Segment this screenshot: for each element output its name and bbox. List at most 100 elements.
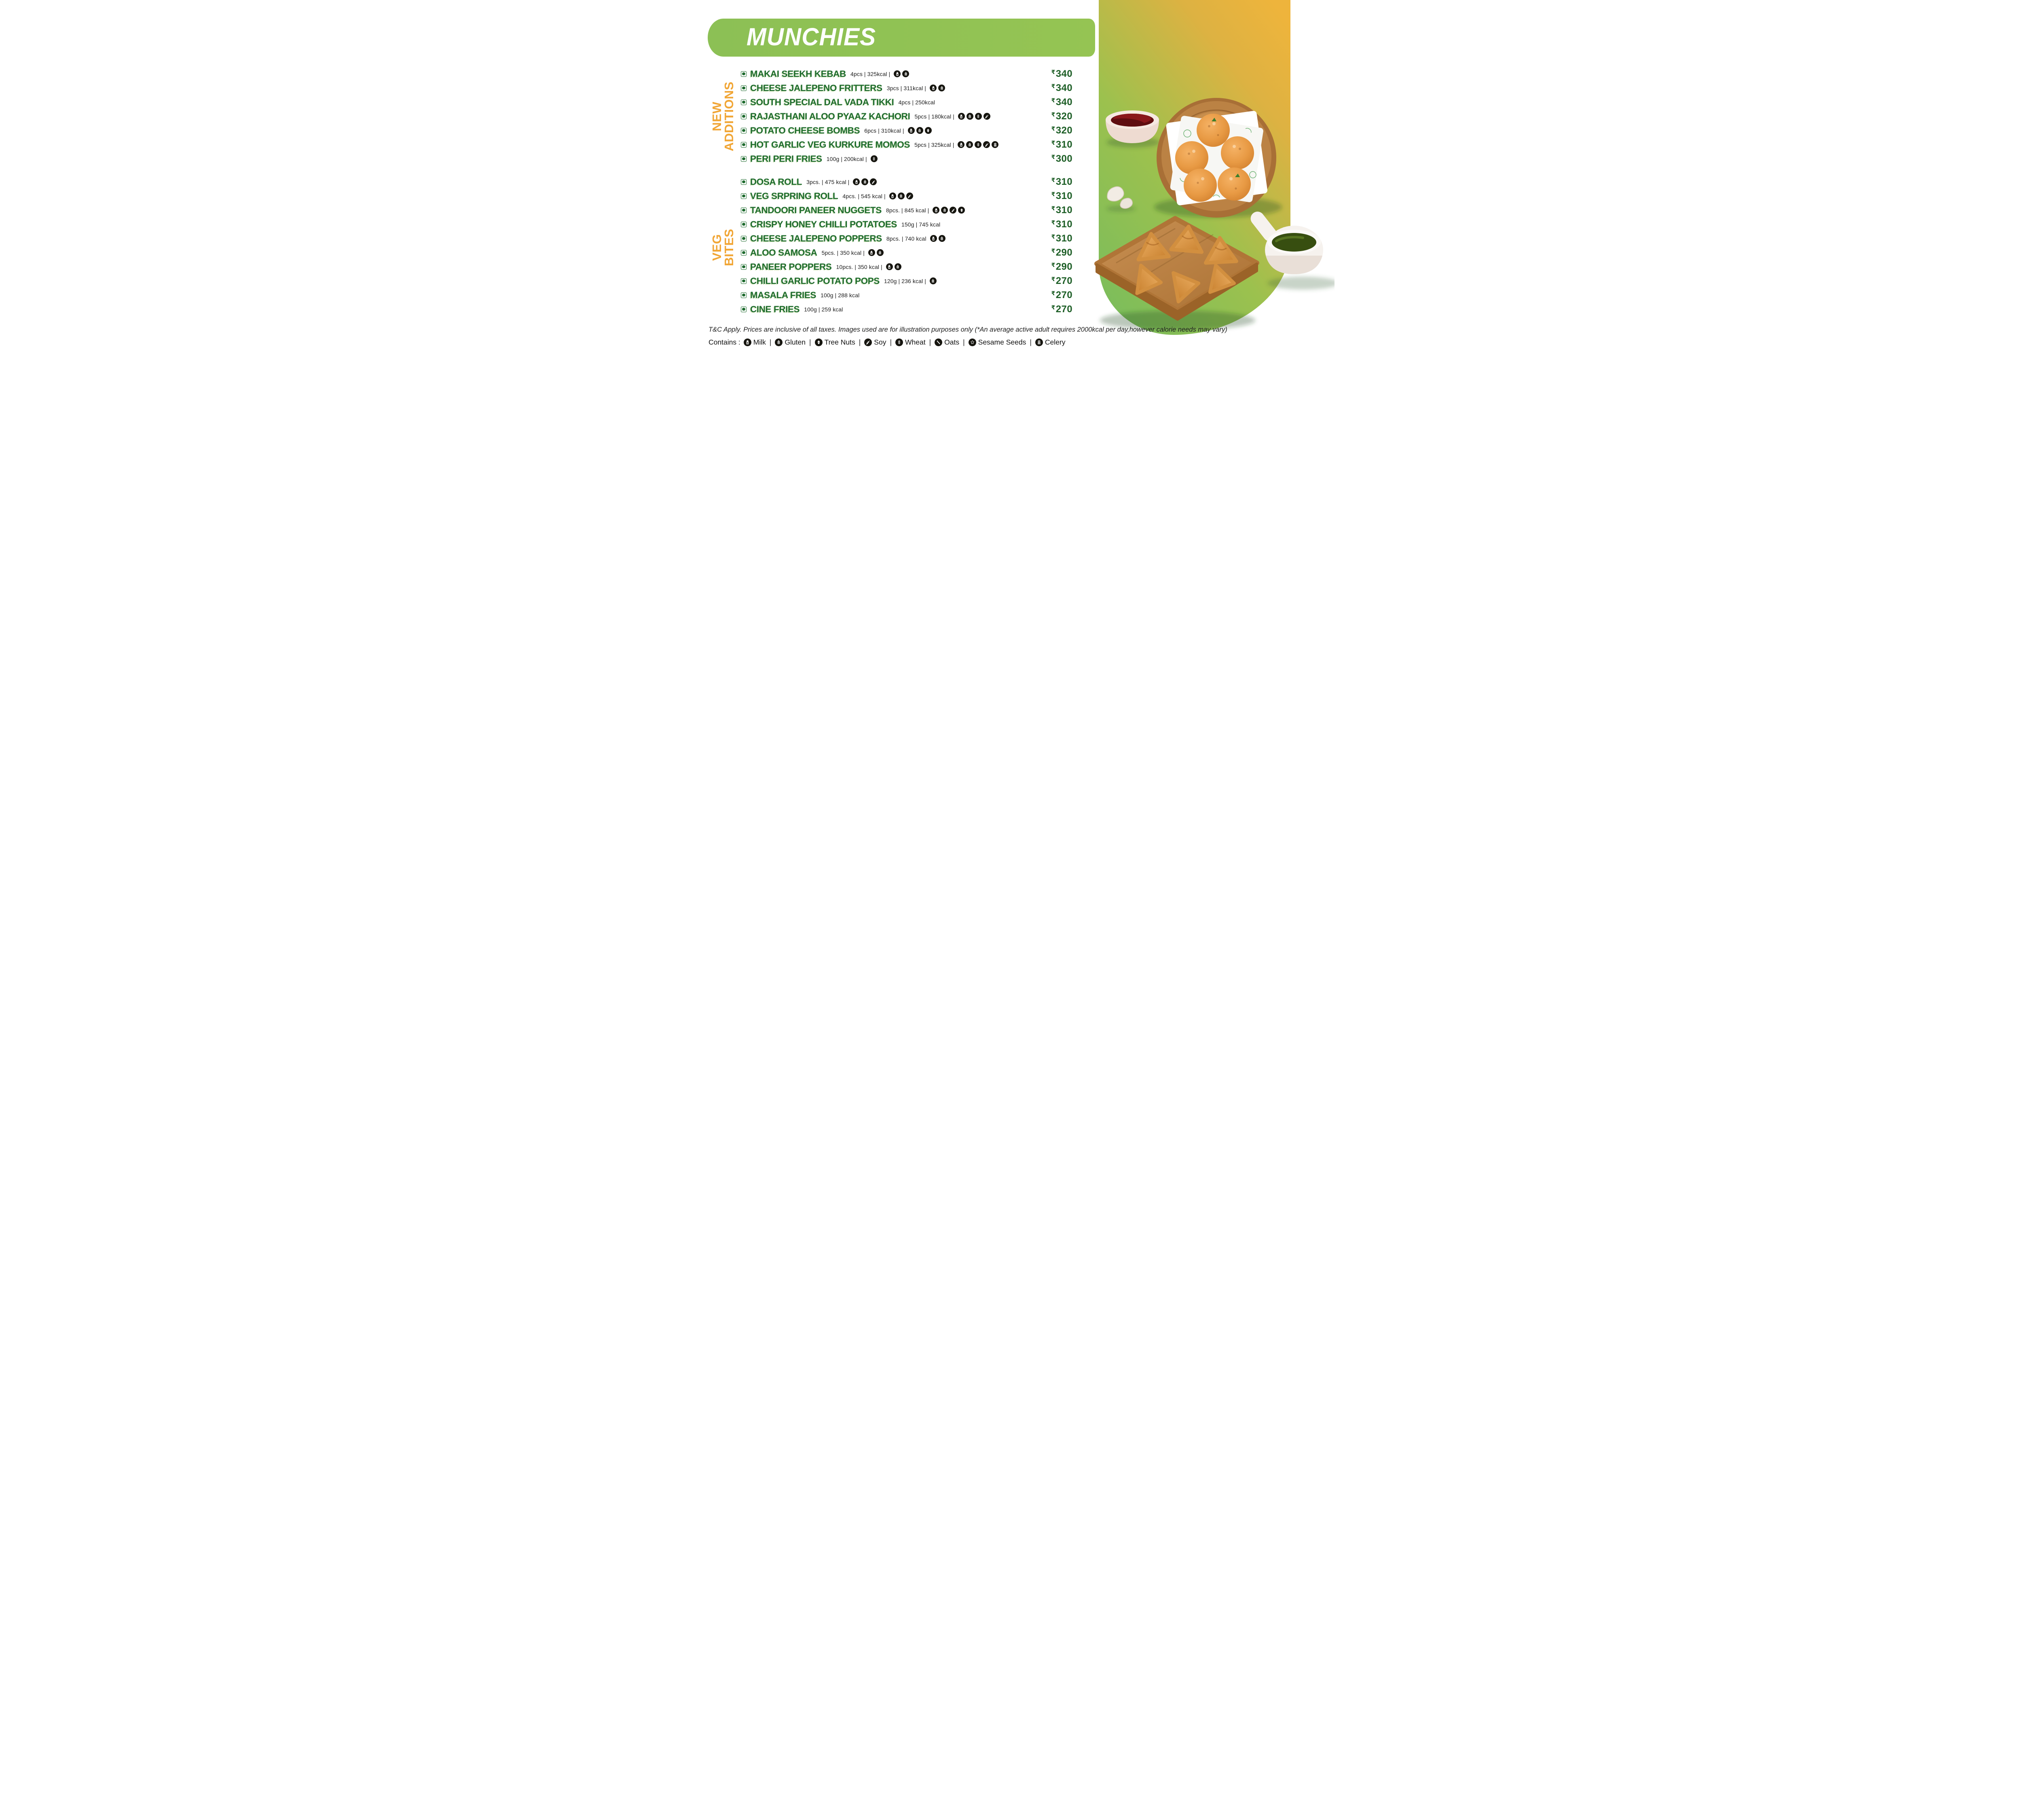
menu-row: HOT GARLIC VEG KURKURE MOMOS 5pcs | 325k… bbox=[741, 138, 1072, 152]
menu-row: CRISPY HONEY CHILLI POTATOES 150g | 745 … bbox=[741, 217, 1072, 231]
milk-icon bbox=[958, 113, 965, 120]
price-value: 300 bbox=[1055, 153, 1072, 164]
veg-icon bbox=[741, 264, 747, 270]
celery-icon bbox=[992, 141, 999, 148]
legend-item-sesame: Sesame Seeds bbox=[968, 338, 1026, 347]
milk-icon bbox=[933, 207, 940, 214]
item-details: 5pcs | 180kcal | bbox=[914, 113, 954, 120]
legend-separator: | bbox=[890, 338, 892, 346]
item-price: ₹270 bbox=[1051, 304, 1072, 315]
veg-icon bbox=[741, 71, 747, 77]
item-name: CINE FRIES bbox=[750, 304, 800, 314]
menu-row: RAJASTHANI ALOO PYAAZ KACHORI 5pcs | 180… bbox=[741, 109, 1072, 123]
page-title: MUNCHIES bbox=[747, 23, 876, 51]
legend-label: Oats bbox=[944, 338, 960, 346]
treenut-icon bbox=[814, 339, 823, 346]
legend-label: Gluten bbox=[785, 338, 806, 346]
menu-row: MASALA FRIES 100g | 288 kcal ₹270 bbox=[741, 288, 1072, 302]
menu-row: DOSA ROLL 3pcs. | 475 kcal | ₹310 bbox=[741, 175, 1072, 189]
menu-row: CHEESE JALEPENO FRITTERS 3pcs | 311kcal … bbox=[741, 81, 1072, 95]
gluten-icon bbox=[941, 207, 948, 214]
wheat-icon bbox=[975, 141, 982, 148]
gluten-icon bbox=[966, 141, 973, 148]
item-name: DOSA ROLL bbox=[750, 176, 802, 187]
item-details: 8pcs. | 845 kcal | bbox=[886, 207, 929, 214]
item-name: ALOO SAMOSA bbox=[750, 247, 817, 258]
legend-separator: | bbox=[859, 338, 861, 346]
legend-label: Wheat bbox=[905, 338, 926, 346]
legend-label: Celery bbox=[1045, 338, 1066, 346]
art-panel-background bbox=[1099, 0, 1290, 335]
menu-row: MAKAI SEEKH KEBAB 4pcs | 325kcal | ₹340 bbox=[741, 67, 1072, 81]
gluten-icon bbox=[897, 193, 905, 199]
legend-separator: | bbox=[809, 338, 811, 346]
legend-item-soy: Soy bbox=[864, 338, 886, 347]
rupee-symbol: ₹ bbox=[1051, 205, 1055, 212]
item-allergens bbox=[889, 193, 913, 199]
item-allergens bbox=[929, 277, 937, 284]
item-allergens bbox=[868, 249, 884, 256]
price-value: 290 bbox=[1055, 247, 1072, 258]
item-allergens bbox=[930, 235, 945, 242]
menu-row: PERI PERI FRIES 100g | 200kcal | ₹300 bbox=[741, 152, 1072, 166]
item-details: 5pcs | 325kcal | bbox=[914, 141, 954, 148]
soy-icon bbox=[983, 141, 990, 148]
treenut-icon bbox=[958, 207, 965, 214]
item-details: 4pcs | 250kcal bbox=[898, 99, 935, 106]
item-details: 3pcs. | 475 kcal | bbox=[806, 178, 850, 185]
menu-row: VEG SRPRING ROLL 4pcs. | 545 kcal | ₹310 bbox=[741, 189, 1072, 203]
rupee-symbol: ₹ bbox=[1051, 248, 1055, 254]
price-value: 270 bbox=[1055, 289, 1072, 301]
item-allergens bbox=[958, 141, 999, 148]
section-label-veg-bites: VEG BITES bbox=[710, 229, 736, 267]
item-details: 8pcs. | 740 kcal bbox=[886, 235, 926, 242]
item-name: SOUTH SPECIAL DAL VADA TIKKI bbox=[750, 97, 894, 107]
menu-group-new-additions: MAKAI SEEKH KEBAB 4pcs | 325kcal | ₹340 … bbox=[741, 67, 1072, 166]
item-name: CHEESE JALEPENO POPPERS bbox=[750, 233, 882, 243]
veg-icon bbox=[741, 193, 747, 199]
celery-icon bbox=[1035, 339, 1043, 346]
item-allergens bbox=[853, 178, 877, 185]
item-price: ₹310 bbox=[1051, 233, 1072, 244]
rupee-symbol: ₹ bbox=[1051, 177, 1055, 184]
soy-icon bbox=[906, 193, 913, 199]
veg-icon bbox=[741, 235, 747, 241]
milk-icon bbox=[886, 263, 893, 270]
price-value: 310 bbox=[1055, 139, 1072, 150]
legend-item-treenut: Tree Nuts bbox=[814, 338, 855, 347]
legend-label: Soy bbox=[874, 338, 886, 346]
veg-icon bbox=[741, 306, 747, 312]
treenut-icon bbox=[924, 127, 932, 134]
item-name: PERI PERI FRIES bbox=[750, 153, 822, 164]
item-allergens bbox=[907, 127, 932, 134]
legend-label: Sesame Seeds bbox=[978, 338, 1026, 346]
soy-icon bbox=[950, 207, 957, 214]
price-value: 270 bbox=[1055, 275, 1072, 286]
item-details: 100g | 259 kcal bbox=[804, 306, 843, 313]
item-allergens bbox=[930, 85, 945, 91]
price-value: 310 bbox=[1055, 204, 1072, 216]
legend-label: Tree Nuts bbox=[824, 338, 855, 346]
item-price: ₹310 bbox=[1051, 190, 1072, 202]
item-price: ₹310 bbox=[1051, 176, 1072, 188]
gluten-icon bbox=[775, 339, 783, 346]
item-allergens bbox=[933, 207, 965, 214]
gluten-icon bbox=[894, 263, 901, 270]
price-value: 310 bbox=[1055, 218, 1072, 230]
price-value: 270 bbox=[1055, 303, 1072, 315]
item-name: RAJASTHANI ALOO PYAAZ KACHORI bbox=[750, 111, 910, 121]
gluten-icon bbox=[916, 127, 923, 134]
gluten-icon bbox=[902, 70, 909, 77]
soy-icon bbox=[983, 113, 990, 120]
item-allergens bbox=[958, 113, 990, 120]
rupee-symbol: ₹ bbox=[1051, 97, 1055, 104]
item-price: ₹340 bbox=[1051, 97, 1072, 108]
item-name: CHILLI GARLIC POTATO POPS bbox=[750, 275, 880, 286]
rupee-symbol: ₹ bbox=[1051, 219, 1055, 226]
item-allergens bbox=[886, 263, 901, 270]
item-name: VEG SRPRING ROLL bbox=[750, 190, 838, 201]
menu-row: SOUTH SPECIAL DAL VADA TIKKI 4pcs | 250k… bbox=[741, 95, 1072, 109]
menu-row: CHEESE JALEPENO POPPERS 8pcs. | 740 kcal… bbox=[741, 231, 1072, 245]
milk-icon bbox=[743, 339, 751, 346]
item-details: 10pcs. | 350 kcal | bbox=[836, 263, 882, 270]
